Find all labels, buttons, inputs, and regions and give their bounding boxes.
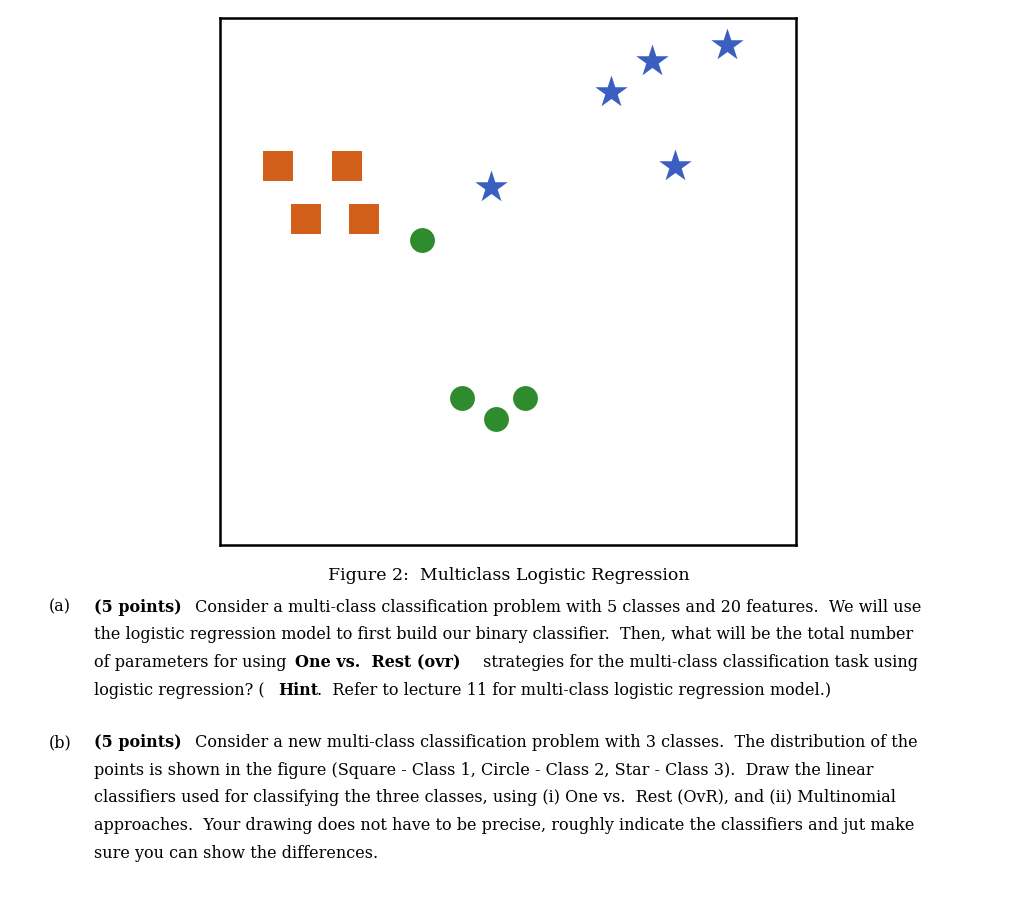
Text: logistic regression? (: logistic regression? ( xyxy=(94,682,265,698)
Text: (b): (b) xyxy=(49,734,72,751)
Point xyxy=(454,391,470,405)
Point xyxy=(517,391,534,405)
Point xyxy=(488,412,505,426)
Text: classifiers used for classifying the three classes, using (i) One vs.  Rest (OvR: classifiers used for classifying the thr… xyxy=(94,789,896,806)
Text: One vs.  Rest (ovr): One vs. Rest (ovr) xyxy=(296,654,461,670)
Point xyxy=(644,53,660,68)
Text: (5 points): (5 points) xyxy=(94,734,182,751)
Text: strategies for the multi-class classification task using: strategies for the multi-class classific… xyxy=(477,654,918,670)
Text: (a): (a) xyxy=(49,599,71,615)
Text: (5 points): (5 points) xyxy=(94,599,182,615)
Point xyxy=(482,180,499,194)
Point xyxy=(719,38,735,52)
Text: points is shown in the figure (Square - Class 1, Circle - Class 2, Star - Class : points is shown in the figure (Square - … xyxy=(94,762,873,778)
Point xyxy=(339,158,355,173)
Point xyxy=(603,85,620,99)
Text: Consider a multi-class classification problem with 5 classes and 20 features.  W: Consider a multi-class classification pr… xyxy=(190,599,922,615)
Text: .  Refer to lecture 11 for multi-class logistic regression model.): . Refer to lecture 11 for multi-class lo… xyxy=(317,682,831,698)
Text: Consider a new multi-class classification problem with 3 classes.  The distribut: Consider a new multi-class classificatio… xyxy=(190,734,918,751)
Point xyxy=(667,158,683,173)
Text: of parameters for using: of parameters for using xyxy=(94,654,292,670)
Text: sure you can show the differences.: sure you can show the differences. xyxy=(94,845,378,861)
Point xyxy=(356,211,373,226)
Text: Hint: Hint xyxy=(279,682,318,698)
Text: the logistic regression model to first build our binary classifier.  Then, what : the logistic regression model to first b… xyxy=(94,626,913,643)
Text: Figure 2:  Multiclass Logistic Regression: Figure 2: Multiclass Logistic Regression xyxy=(328,567,690,584)
Point xyxy=(298,211,314,226)
Point xyxy=(269,158,286,173)
Text: approaches.  Your drawing does not have to be precise, roughly indicate the clas: approaches. Your drawing does not have t… xyxy=(94,817,914,834)
Point xyxy=(414,232,430,247)
